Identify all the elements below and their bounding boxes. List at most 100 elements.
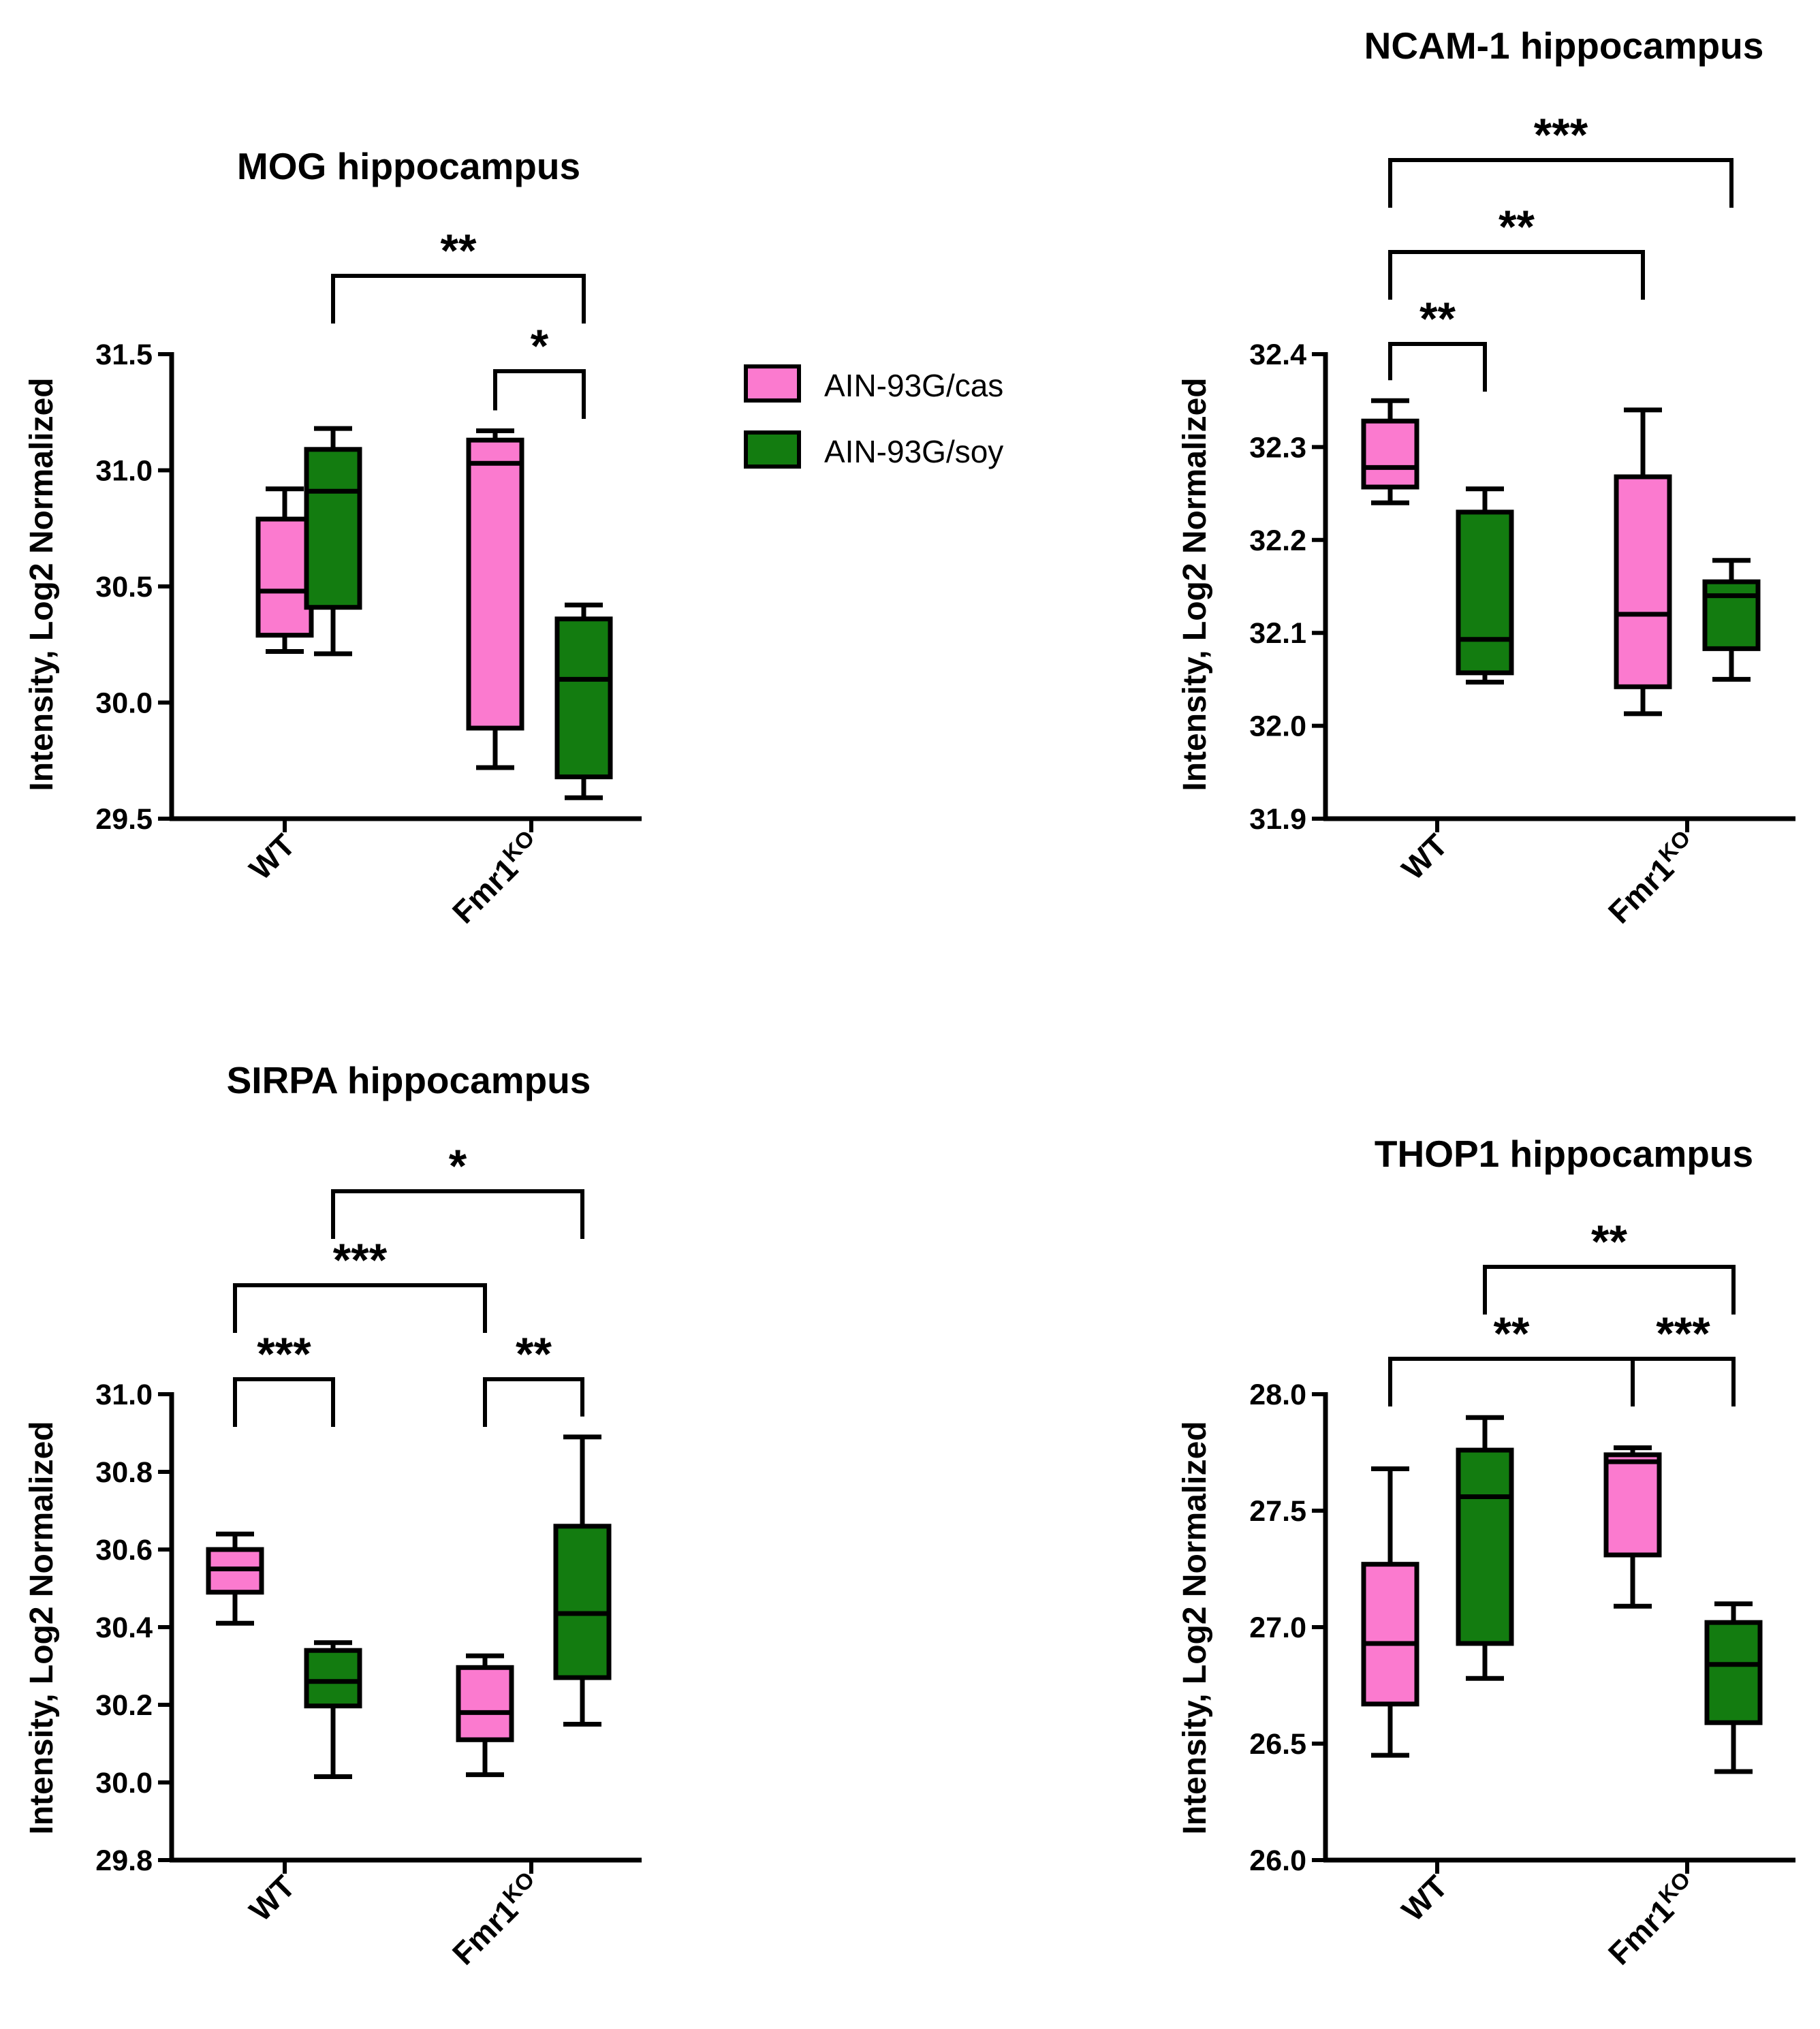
box-iqr [1702, 579, 1761, 651]
significance-bracket: ** [1388, 201, 1645, 300]
significance-label: ** [441, 225, 477, 277]
legend-swatch-soy [744, 430, 801, 469]
y-axis-label: Intensity, Log2 Normalized [24, 1421, 60, 1834]
box-soy [553, 1434, 612, 1727]
significance-bracket: * [493, 320, 586, 419]
significance-label: ** [1419, 293, 1456, 345]
y-axis-label: Intensity, Log2 Normalized [1177, 377, 1213, 791]
y-tick-label: 30.0 [95, 1767, 153, 1799]
box-iqr [1361, 418, 1419, 490]
box-iqr [304, 447, 362, 610]
y-tick-label: 32.1 [1249, 617, 1306, 650]
legend-label-soy: AIN-93G/soy [824, 434, 1003, 469]
significance-label: ** [516, 1328, 552, 1380]
significance-bracket: *** [1388, 109, 1733, 208]
y-tick-label: 32.2 [1249, 524, 1306, 557]
y-tick-label: 32.4 [1249, 339, 1306, 371]
legend: AIN-93G/cas AIN-93G/soy [744, 364, 1003, 469]
chart-panel-ncam: NCAM-1 hippocampus Intensity, Log2 Norma… [1177, 25, 1795, 930]
plot-area: 29.830.030.230.430.630.831.0WT Fmr1KO*** *… [95, 1140, 642, 1972]
box-iqr [553, 1524, 612, 1680]
box-iqr [466, 437, 524, 731]
box-iqr [554, 616, 613, 780]
box-soy [1456, 1415, 1514, 1681]
significance-bracket: *** [233, 1328, 335, 1427]
significance-label: *** [257, 1328, 311, 1380]
box-iqr [304, 1648, 362, 1709]
y-tick-label: 30.2 [95, 1689, 153, 1722]
x-category-label: Fmr1KO [443, 1866, 548, 1971]
bracket-line [1631, 1357, 1736, 1406]
y-tick-label: 28.0 [1249, 1379, 1306, 1411]
plot-area: 26.026.527.027.528.0WT Fmr1KO******* [1249, 1216, 1795, 1972]
y-tick-label: 30.8 [95, 1456, 153, 1489]
y-tick-label: 31.0 [95, 455, 153, 488]
y-tick-label: 27.0 [1249, 1611, 1306, 1644]
significance-bracket: *** [233, 1234, 487, 1333]
significance-label: *** [1656, 1308, 1710, 1359]
chart-title: SIRPA hippocampus [227, 1059, 591, 1101]
y-tick-label: 30.4 [95, 1611, 153, 1644]
significance-label: *** [1534, 109, 1588, 161]
box-cas [466, 428, 524, 770]
bracket-line [1388, 342, 1487, 392]
box-soy [304, 1640, 362, 1779]
y-axis-label: Intensity, Log2 Normalized [1177, 1421, 1213, 1834]
bracket-line [483, 1377, 584, 1427]
bracket-line [1388, 1357, 1635, 1406]
box-soy [554, 602, 613, 800]
y-tick-label: 26.0 [1249, 1844, 1306, 1877]
y-tick-label: 30.5 [95, 571, 153, 603]
box-soy [1456, 486, 1514, 685]
y-tick-label: 29.5 [95, 803, 153, 836]
significance-bracket: ** [1483, 1216, 1736, 1315]
y-tick-label: 31.9 [1249, 803, 1306, 836]
y-tick-label: 30.6 [95, 1534, 153, 1567]
significance-label: *** [333, 1234, 388, 1286]
x-category-label: WT [242, 1868, 302, 1928]
chart-panel-thop: THOP1 hippocampus Intensity, Log2 Normal… [1177, 1133, 1795, 1972]
chart-title: THOP1 hippocampus [1375, 1133, 1753, 1175]
legend-swatch-cas [744, 364, 801, 403]
y-tick-label: 29.8 [95, 1844, 153, 1877]
bracket-line [331, 1189, 584, 1239]
significance-bracket: ** [1388, 1308, 1635, 1406]
y-tick-label: 32.0 [1249, 710, 1306, 743]
significance-label: ** [1499, 201, 1535, 253]
x-category-label: Fmr1KO [1599, 825, 1704, 930]
box-cas [1361, 398, 1419, 505]
y-tick-label: 26.5 [1249, 1728, 1306, 1761]
box-soy [1704, 1601, 1763, 1774]
plot-area: 31.932.032.132.232.332.4WT Fmr1KO******* [1249, 109, 1795, 930]
box-iqr [456, 1665, 514, 1742]
chart-panel-mog: MOG hippocampus Intensity, Log2 Normaliz… [24, 145, 642, 930]
box-iqr [1456, 1447, 1514, 1646]
significance-label: * [531, 320, 549, 372]
bracket-line [233, 1283, 487, 1333]
bracket-line [233, 1377, 335, 1427]
chart-title: MOG hippocampus [237, 145, 580, 187]
bracket-line [493, 369, 586, 419]
x-category-label: WT [1395, 827, 1454, 886]
significance-bracket: * [331, 1140, 584, 1239]
bracket-line [1388, 158, 1733, 208]
x-category-label: Fmr1KO [443, 825, 548, 930]
box-iqr [1456, 509, 1514, 676]
significance-label: ** [1591, 1216, 1627, 1268]
significance-label: ** [1494, 1308, 1530, 1359]
x-category-label: WT [1395, 1868, 1454, 1928]
x-category-label: WT [242, 827, 302, 886]
box-cas [255, 486, 314, 654]
box-iqr [1361, 1562, 1419, 1707]
box-cas [1614, 407, 1672, 717]
y-tick-label: 27.5 [1249, 1495, 1306, 1528]
y-tick-label: 31.0 [95, 1379, 153, 1411]
chart-title: NCAM-1 hippocampus [1364, 25, 1764, 67]
significance-bracket: ** [331, 225, 586, 324]
box-cas [206, 1531, 264, 1626]
y-tick-label: 31.5 [95, 339, 153, 371]
box-iqr [1614, 474, 1672, 689]
box-soy [1702, 558, 1761, 682]
y-tick-label: 30.0 [95, 687, 153, 720]
